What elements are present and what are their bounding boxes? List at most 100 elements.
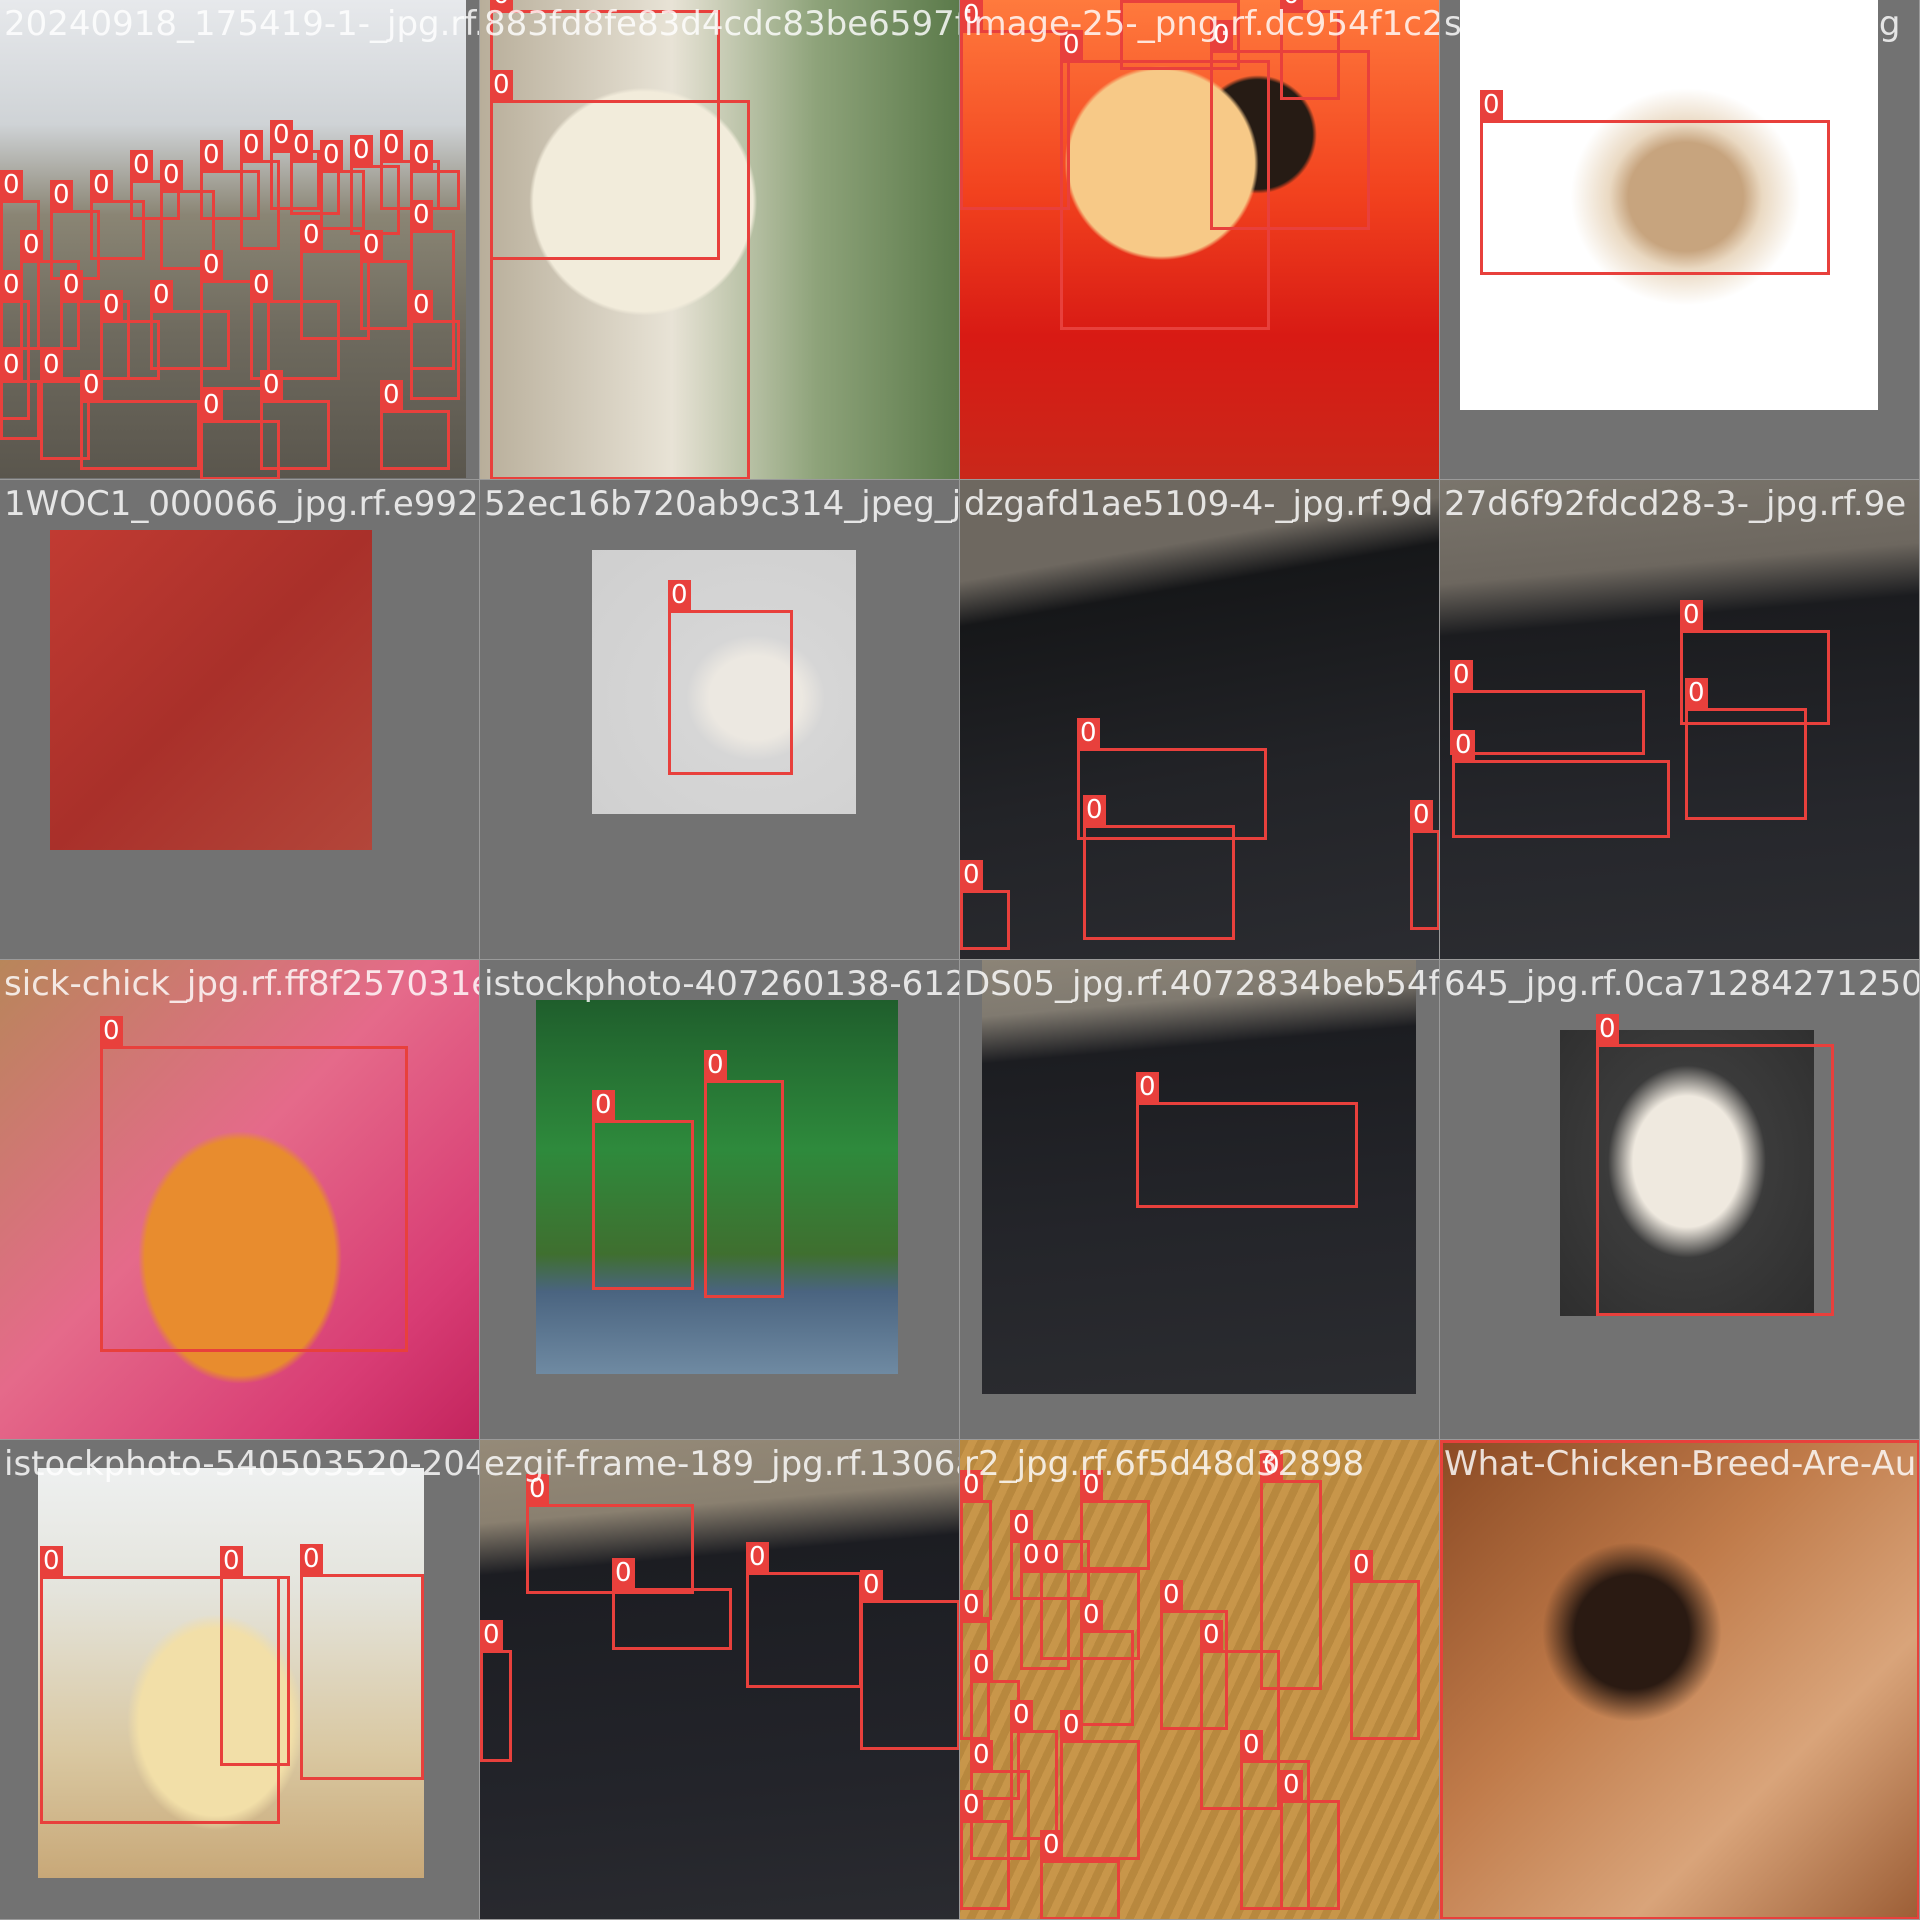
tile-photo [592, 550, 856, 814]
detection-box: 0 [0, 350, 40, 440]
detection-box: 0 [668, 580, 793, 775]
detection-class-label: 0 [1040, 1830, 1063, 1860]
detection-class-label: 0 [1060, 1710, 1083, 1740]
detection-box: 0 [960, 0, 1070, 210]
detection-class-label: 0 [300, 220, 323, 250]
tile-photo [1440, 480, 1919, 959]
detection-box: 0 [1077, 718, 1267, 840]
detection-class-label: 0 [960, 860, 983, 890]
detection-box: 0 [410, 290, 460, 400]
detection-box: 0 [1680, 600, 1830, 725]
detection-box: 0 [200, 390, 280, 479]
detection-box: 0 [1060, 30, 1270, 330]
detection-box: 0 [250, 270, 340, 380]
detection-class-label: 0 [1240, 1730, 1263, 1760]
detection-box: 0 [1080, 1600, 1134, 1726]
detection-class-label: 0 [1020, 1540, 1043, 1570]
detection-class-label: 0 [960, 1470, 983, 1500]
detection-class-label: 0 [350, 135, 373, 165]
detection-class-label: 0 [592, 1090, 615, 1120]
detection-class-label: 0 [60, 270, 83, 300]
tile-11: 645_jpg.rf.0ca71284271250 0 [1440, 960, 1920, 1440]
detection-class-label: 0 [1350, 1550, 1373, 1580]
detection-class-label: 0 [1210, 20, 1233, 50]
detection-box: 0 [1280, 1770, 1340, 1910]
detection-box: 0 [1210, 20, 1370, 230]
detection-box: 0 [1083, 795, 1235, 940]
detection-class-label: 0 [0, 270, 23, 300]
detection-box: 0 [480, 1620, 512, 1762]
detection-box: 0 [130, 150, 180, 220]
detection-box: 0 [1120, 0, 1240, 70]
detection-class-label: 0 [1010, 1510, 1033, 1540]
tile-photo [960, 0, 1439, 479]
detection-class-label: 0 [410, 140, 433, 170]
detection-box: 0 [746, 1542, 862, 1688]
tile-filename: istockphoto-407260138-612 [484, 964, 960, 1004]
detection-box: 0 [1452, 730, 1670, 838]
detection-class-label: 0 [380, 130, 403, 160]
detection-class-label: 0 [1685, 678, 1708, 708]
detection-box: 0 [290, 130, 340, 215]
detection-class-label: 0 [1680, 600, 1703, 630]
detection-box: 0 [220, 1546, 290, 1766]
detection-class-label: 0 [260, 370, 283, 400]
detection-class-label: 0 [360, 230, 383, 260]
detection-box: 0 [150, 280, 230, 370]
tile-8: sick-chick_jpg.rf.ff8f257031e 0 [0, 960, 480, 1440]
detection-class-label: 0 [1083, 795, 1106, 825]
detection-class-label: 0 [1480, 90, 1503, 120]
tile-photo [38, 1468, 424, 1878]
detection-box: 0 [612, 1558, 732, 1650]
detection-box: 0 [1440, 1440, 1919, 1919]
detection-box: 0 [100, 290, 160, 380]
detection-class-label: 0 [1160, 1580, 1183, 1610]
detection-box: 0 [1040, 1540, 1140, 1660]
detection-box: 0 [360, 230, 410, 330]
tile-photo [1560, 1030, 1814, 1316]
tile-filename: 52ec16b720ab9c314_jpeg_jpg [484, 484, 960, 524]
detection-box: 0 [1240, 1730, 1310, 1910]
detection-box: 0 [50, 180, 100, 280]
detection-box: 0 [410, 140, 460, 210]
detection-box: 0 [200, 250, 270, 390]
detection-class-label: 0 [1280, 0, 1303, 10]
detection-class-label: 0 [746, 1542, 769, 1572]
detection-box: 0 [40, 1546, 280, 1824]
detection-box: 0 [970, 1740, 1030, 1860]
detection-class-label: 0 [704, 1050, 727, 1080]
detection-class-label: 0 [1040, 1540, 1063, 1570]
detection-class-label: 0 [220, 1546, 243, 1576]
tile-photo [982, 960, 1416, 1394]
detection-class-label: 0 [80, 370, 103, 400]
detection-box: 0 [1010, 1700, 1058, 1840]
detection-box: 0 [526, 1474, 694, 1594]
detection-box: 0 [1040, 1830, 1120, 1919]
detection-box: 0 [260, 370, 330, 470]
detection-class-label: 0 [1452, 730, 1475, 760]
detection-class-label: 0 [970, 1740, 993, 1770]
detection-class-label: 0 [90, 170, 113, 200]
detection-box: 0 [1020, 1540, 1070, 1670]
detection-class-label: 0 [250, 270, 273, 300]
detection-box: 0 [1685, 678, 1807, 820]
detection-class-label: 0 [1080, 1470, 1103, 1500]
detection-box: 0 [240, 130, 280, 250]
detection-class-label: 0 [50, 180, 73, 210]
detection-box: 0 [490, 70, 750, 479]
detection-box: 0 [960, 1790, 1010, 1910]
detection-class-label: 0 [490, 70, 513, 100]
detection-class-label: 0 [40, 1546, 63, 1576]
detection-class-label: 0 [490, 0, 513, 10]
detection-box: 0 [380, 380, 450, 470]
detection-box: 0 [40, 350, 90, 460]
tile-12: istockphoto-540503520-2048x2048 000 [0, 1440, 480, 1920]
tile-15: What-Chicken-Breed-Are-Au 0 [1440, 1440, 1920, 1920]
detection-box: 0 [1136, 1072, 1358, 1208]
tile-filename: 645_jpg.rf.0ca71284271250 [1444, 964, 1920, 1004]
detection-class-label: 0 [320, 140, 343, 170]
detection-box: 0 [860, 1570, 959, 1750]
